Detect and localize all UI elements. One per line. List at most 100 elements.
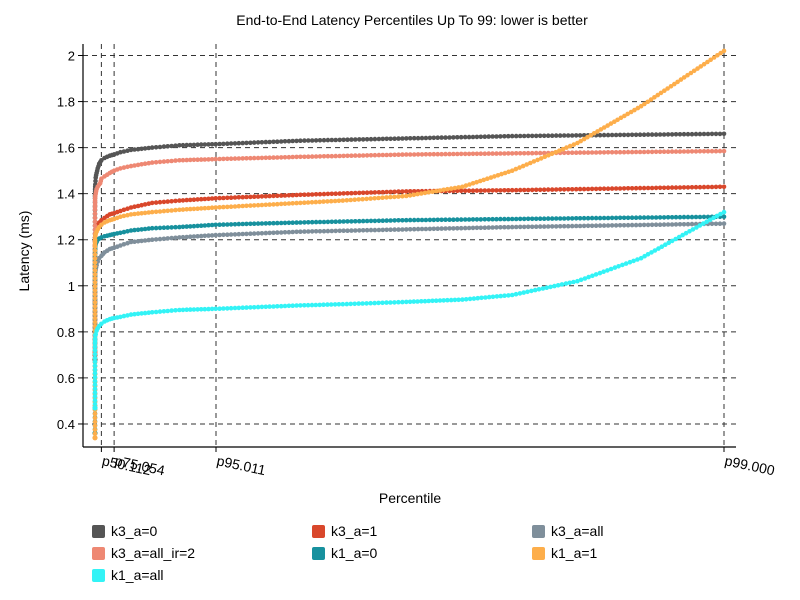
y-tick-label: 1.2 (57, 233, 75, 248)
data-point (430, 298, 435, 304)
data-point (209, 142, 215, 147)
data-point (228, 156, 234, 161)
data-point (180, 207, 186, 212)
data-point (486, 134, 492, 139)
data-point (317, 199, 323, 205)
data-point (652, 95, 657, 100)
data-point (169, 225, 174, 230)
data-point (309, 192, 315, 197)
data-point (657, 185, 663, 191)
data-point (184, 224, 189, 229)
data-point (118, 230, 123, 236)
data-point (585, 150, 591, 155)
data-point (317, 191, 323, 197)
data-point (125, 148, 130, 153)
data-point (360, 196, 365, 202)
data-point (688, 70, 694, 76)
data-point (177, 224, 182, 230)
data-point (275, 220, 280, 226)
data-point (661, 215, 667, 220)
data-point (701, 184, 707, 190)
data-point (92, 419, 98, 425)
data-point (525, 224, 531, 230)
data-point (494, 188, 499, 193)
data-point (282, 230, 288, 235)
data-point (502, 134, 507, 139)
data-point (404, 299, 409, 305)
data-point (673, 185, 679, 190)
data-point (521, 151, 527, 156)
data-point (533, 224, 539, 229)
data-point (93, 178, 98, 184)
data-point (294, 303, 299, 308)
data-point (336, 302, 342, 307)
data-point (321, 137, 327, 143)
data-point (697, 149, 703, 154)
data-point (325, 219, 331, 225)
data-point (286, 193, 292, 198)
data-point (345, 228, 350, 233)
data-point (529, 187, 535, 193)
data-point (92, 348, 98, 353)
data-point (517, 216, 523, 222)
data-point (198, 307, 204, 312)
data-point (549, 133, 555, 138)
data-point (625, 111, 630, 117)
data-point (360, 153, 366, 158)
data-point (248, 140, 253, 146)
legend-item: k3_a=all (532, 522, 604, 540)
data-point (206, 157, 211, 162)
data-point (513, 187, 519, 193)
data-point (649, 185, 655, 191)
data-point (184, 307, 189, 313)
legend-label: k1_a=1 (551, 545, 598, 561)
data-point (165, 308, 170, 314)
data-point (601, 150, 607, 155)
data-point (573, 133, 579, 138)
data-point (236, 203, 242, 209)
data-point (411, 192, 417, 198)
data-point (653, 149, 659, 155)
data-point (400, 189, 405, 194)
data-point (445, 297, 450, 303)
data-point (533, 187, 539, 193)
data-point (593, 223, 599, 228)
data-point (191, 157, 197, 163)
data-point (92, 386, 98, 392)
data-point (460, 184, 465, 190)
data-point (462, 217, 468, 222)
data-point (92, 355, 98, 361)
data-point (92, 411, 98, 417)
data-point (294, 138, 299, 144)
data-point (92, 401, 98, 407)
data-point (286, 303, 292, 309)
data-point (388, 227, 393, 232)
data-point (92, 427, 98, 433)
data-point (278, 193, 284, 198)
data-point (582, 276, 588, 281)
data-point (499, 171, 504, 177)
data-point (309, 200, 315, 205)
data-point (569, 150, 575, 155)
data-point (531, 159, 537, 164)
data-point (135, 162, 141, 168)
data-point (569, 133, 575, 138)
data-point (92, 264, 98, 269)
data-point (306, 154, 311, 159)
data-point (561, 187, 567, 192)
data-point (537, 150, 543, 156)
data-point (625, 222, 631, 228)
data-point (271, 202, 276, 207)
data-point (142, 210, 148, 216)
data-point (332, 302, 338, 307)
data-point (466, 151, 472, 157)
data-point (146, 210, 151, 215)
legend-swatch (312, 524, 325, 538)
data-point (263, 202, 269, 208)
data-point (645, 215, 651, 220)
data-point (431, 135, 437, 141)
data-point (92, 300, 98, 305)
data-point (447, 217, 452, 222)
data-point (368, 300, 373, 306)
data-point (244, 156, 249, 161)
